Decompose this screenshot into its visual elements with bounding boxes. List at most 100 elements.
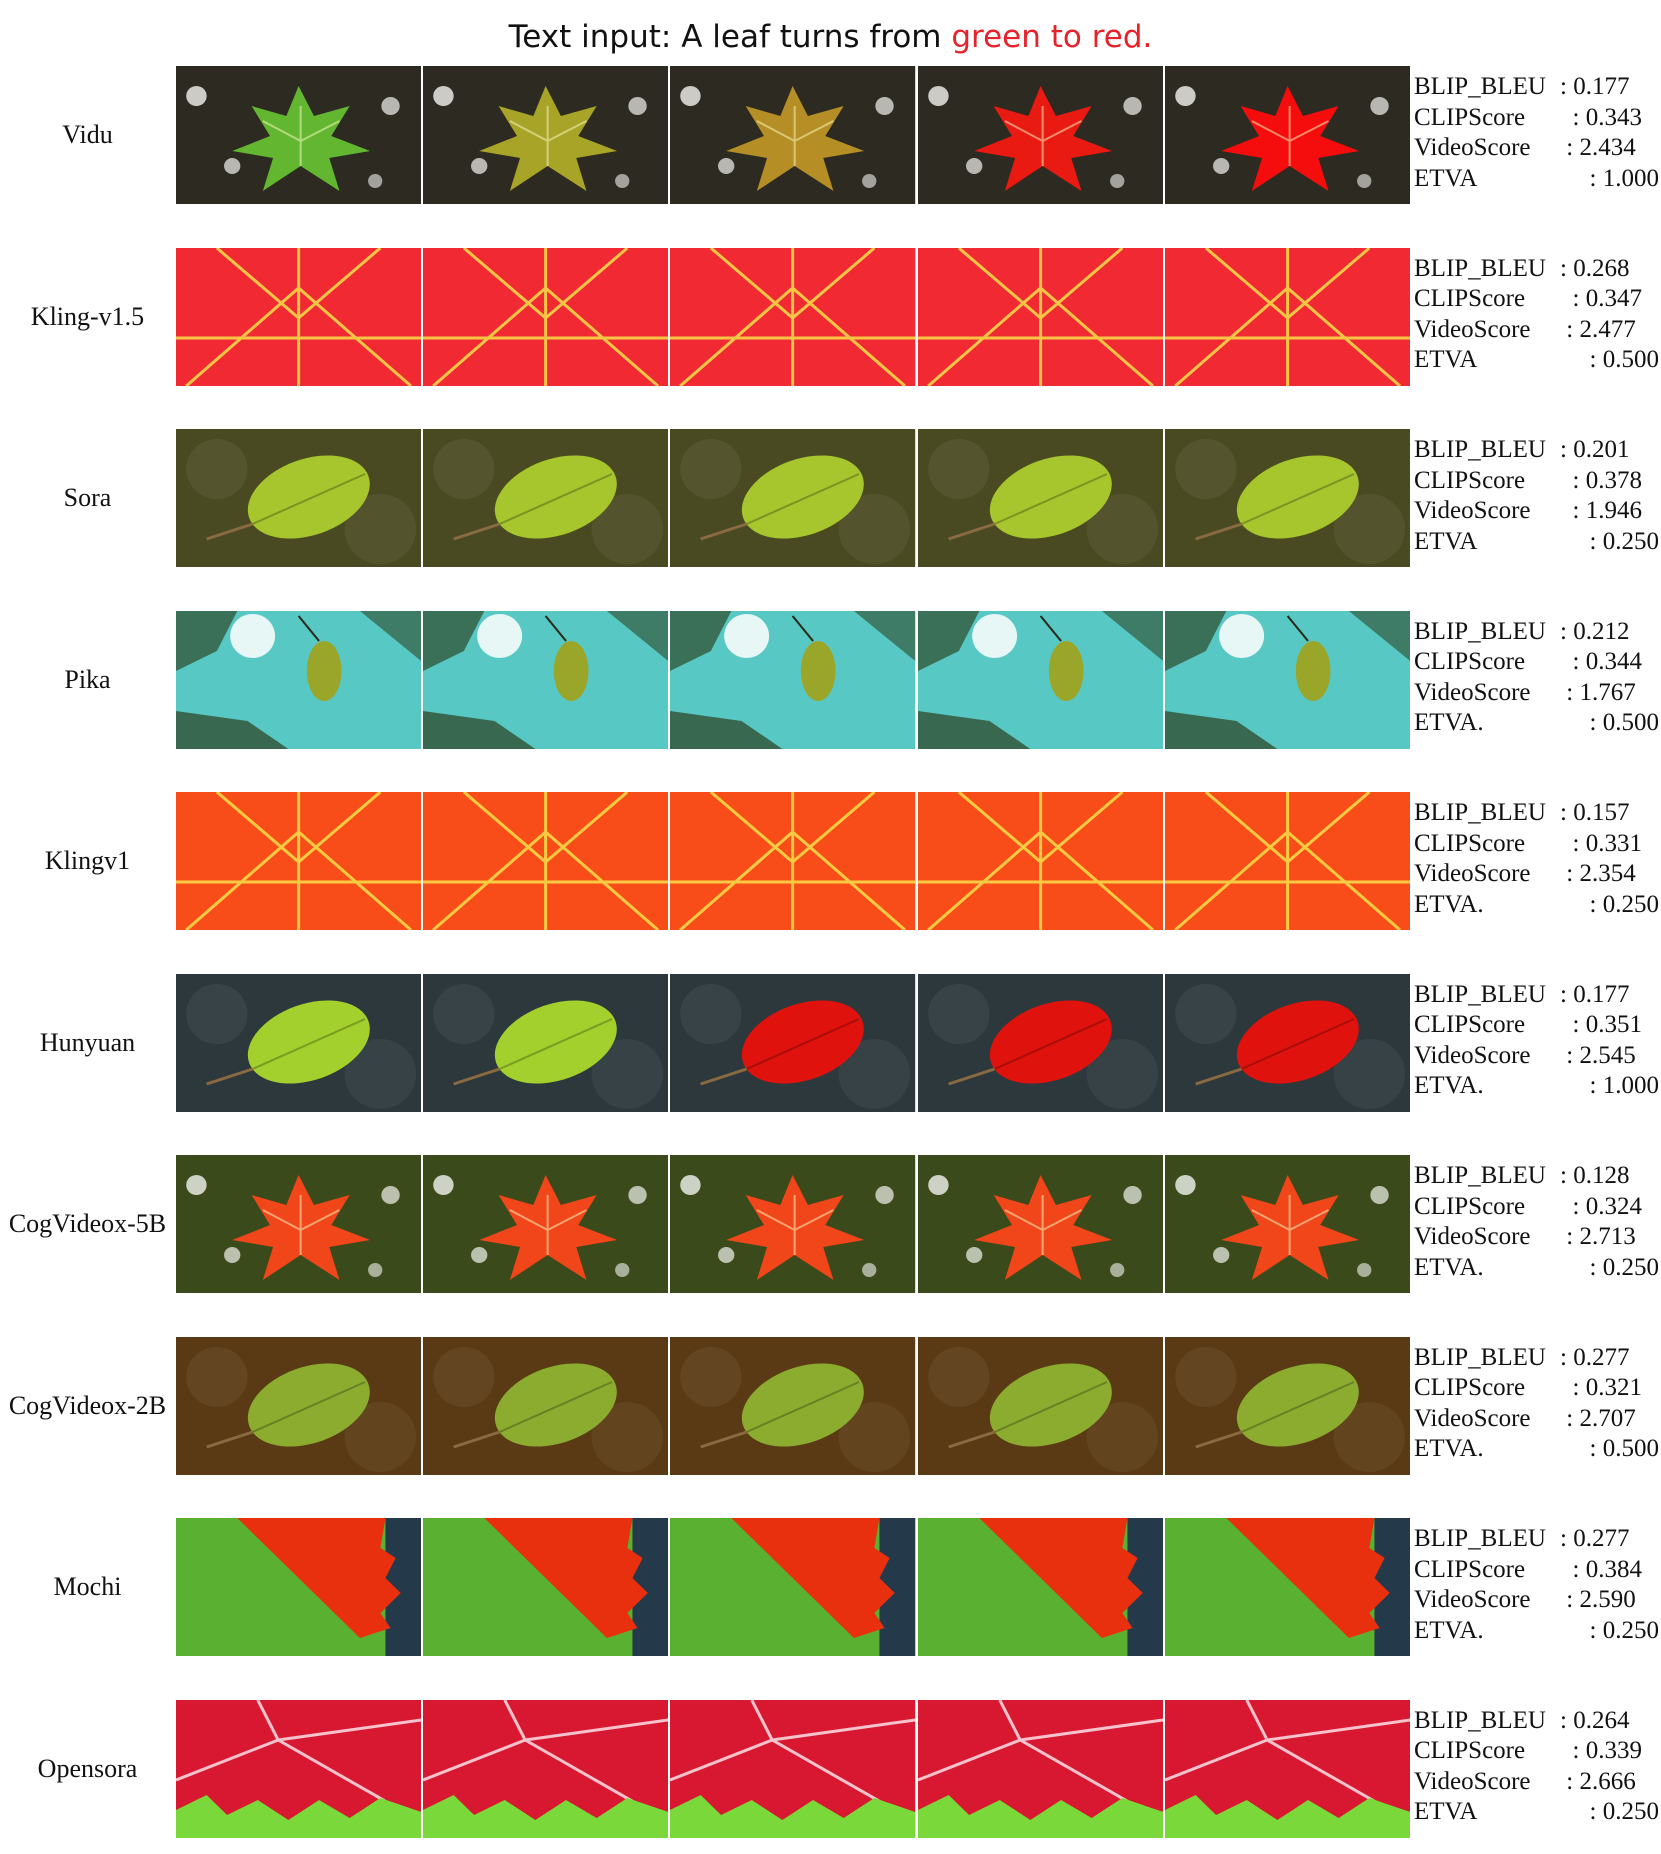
metric-line: VideoScore : 2.713	[1414, 1222, 1659, 1253]
metric-name: ETVA.	[1414, 890, 1484, 918]
metric-line: VideoScore : 1.767	[1414, 678, 1659, 709]
video-frames	[176, 1699, 1411, 1838]
metric-value: 0.250	[1602, 1253, 1659, 1281]
metric-name: VideoScore	[1414, 1404, 1531, 1432]
video-frame	[176, 1336, 422, 1475]
metric-separator: :	[1560, 678, 1580, 706]
video-frame	[1164, 429, 1411, 567]
metric-value: 0.177	[1573, 73, 1630, 100]
video-frame	[670, 792, 916, 930]
metric-separator: :	[1545, 1253, 1603, 1281]
metric-value: 0.351	[1585, 1011, 1642, 1038]
metric-value: 0.378	[1585, 466, 1642, 494]
metric-name: ETVA.	[1414, 1616, 1484, 1644]
video-frame	[176, 247, 422, 386]
metric-line: BLIP_BLEU: 0.212	[1414, 617, 1659, 648]
metric-separator: :	[1560, 315, 1580, 343]
model-name: Mochi	[53, 1572, 122, 1601]
metric-value: 2.666	[1579, 1767, 1636, 1795]
metric-separator: :	[1560, 1343, 1574, 1371]
metric-separator: :	[1560, 1162, 1574, 1189]
metric-value: 2.713	[1579, 1223, 1636, 1250]
metric-separator: :	[1560, 1586, 1580, 1613]
metric-line: CLIPScore : 0.339	[1414, 1736, 1659, 1767]
video-frame	[670, 1518, 916, 1656]
metric-line: BLIP_BLEU: 0.157	[1414, 798, 1659, 829]
metric-name: CLIPScore	[1414, 103, 1526, 131]
metric-name: BLIP_BLEU	[1414, 436, 1546, 463]
metrics-panel: BLIP_BLEU: 0.128 CLIPScore : 0.324 VideoSc…	[1414, 1161, 1659, 1283]
metric-name: VideoScore	[1414, 1586, 1531, 1613]
model-row: Kling-v1.5 BLIP_BLEU: 0.268 CLIPScore : 0…	[0, 247, 1661, 386]
video-frames	[176, 247, 1411, 386]
video-frame	[670, 247, 916, 386]
metric-name: CLIPScore	[1414, 466, 1526, 494]
metric-line: VideoScore : 2.477	[1414, 315, 1659, 346]
model-row: Pika	[0, 610, 1661, 749]
metric-value: 0.128	[1573, 1162, 1630, 1189]
model-name: Klingv1	[44, 846, 131, 875]
metric-line: ETVA. : 0.250	[1414, 890, 1659, 921]
model-row: CogVideox-5B	[0, 1155, 1661, 1293]
metric-separator: :	[1560, 648, 1586, 675]
metric-line: VideoScore : 2.590	[1414, 1585, 1659, 1616]
metric-value: 0.347	[1585, 285, 1642, 312]
metric-name: VideoScore	[1414, 1223, 1531, 1250]
metric-separator: :	[1560, 497, 1586, 524]
metric-value: 2.354	[1579, 860, 1636, 887]
metric-name: ETVA	[1414, 346, 1478, 373]
metric-separator: :	[1539, 346, 1603, 373]
metric-name: CLIPScore	[1414, 285, 1526, 312]
model-name: Pika	[64, 664, 111, 694]
metric-value: 0.277	[1573, 1343, 1630, 1371]
metric-name: BLIP_BLEU	[1414, 1525, 1546, 1552]
video-frame	[670, 610, 916, 749]
metric-separator: :	[1560, 1404, 1580, 1432]
metric-name: VideoScore	[1414, 1767, 1531, 1795]
video-frame	[670, 1699, 916, 1838]
metric-value: 0.268	[1573, 254, 1630, 282]
metric-line: CLIPScore : 0.321	[1414, 1373, 1659, 1404]
metric-value: 2.707	[1579, 1404, 1636, 1432]
metrics-panel: BLIP_BLEU: 0.212 CLIPScore : 0.344 VideoSc…	[1414, 617, 1659, 739]
video-frames	[176, 792, 1411, 930]
metric-value: 0.384	[1585, 1555, 1642, 1583]
metric-name: ETVA.	[1414, 1072, 1484, 1099]
video-frames	[176, 66, 1411, 204]
metric-line: BLIP_BLEU: 0.177	[1414, 72, 1659, 103]
video-frame	[176, 1699, 422, 1838]
model-name: CogVideox-2B	[8, 1390, 167, 1420]
video-frame	[1164, 1699, 1411, 1838]
video-frame	[917, 429, 1163, 567]
metric-line: CLIPScore : 0.331	[1414, 829, 1659, 860]
video-frame	[423, 1336, 669, 1475]
metric-name: ETVA	[1414, 527, 1478, 555]
video-frames	[176, 429, 1411, 567]
metric-value: 0.264	[1573, 1706, 1630, 1734]
video-frames	[176, 610, 1411, 749]
caption-highlight: green to red.	[951, 19, 1153, 55]
metric-line: ETVA. : 0.250	[1414, 1616, 1659, 1647]
metric-separator: :	[1545, 1435, 1603, 1462]
metric-name: CLIPScore	[1414, 1374, 1526, 1401]
metric-line: VideoScore : 2.434	[1414, 133, 1659, 164]
metric-name: CLIPScore	[1414, 829, 1526, 857]
metric-name: ETVA	[1414, 1798, 1478, 1825]
metric-line: BLIP_BLEU: 0.128	[1414, 1161, 1659, 1192]
metric-name: VideoScore	[1414, 315, 1531, 343]
model-name: Vidu	[62, 120, 113, 149]
metric-separator: :	[1560, 1011, 1586, 1038]
metric-line: ETVA. : 1.000	[1414, 1071, 1659, 1102]
metric-value: 0.500	[1602, 709, 1659, 736]
metric-value: 2.545	[1579, 1041, 1636, 1069]
model-name: Hunyuan	[39, 1027, 136, 1057]
video-frame	[670, 973, 916, 1112]
metric-separator: :	[1560, 436, 1574, 463]
metric-line: VideoScore : 2.666	[1414, 1767, 1659, 1798]
metrics-panel: BLIP_BLEU: 0.268 CLIPScore : 0.347 VideoSc…	[1414, 254, 1659, 376]
model-name: Opensora	[37, 1753, 138, 1783]
metric-separator: :	[1560, 1223, 1580, 1250]
metric-name: BLIP_BLEU	[1414, 617, 1546, 645]
metric-line: CLIPScore : 0.384	[1414, 1555, 1659, 1586]
metric-line: VideoScore : 1.946	[1414, 496, 1659, 527]
